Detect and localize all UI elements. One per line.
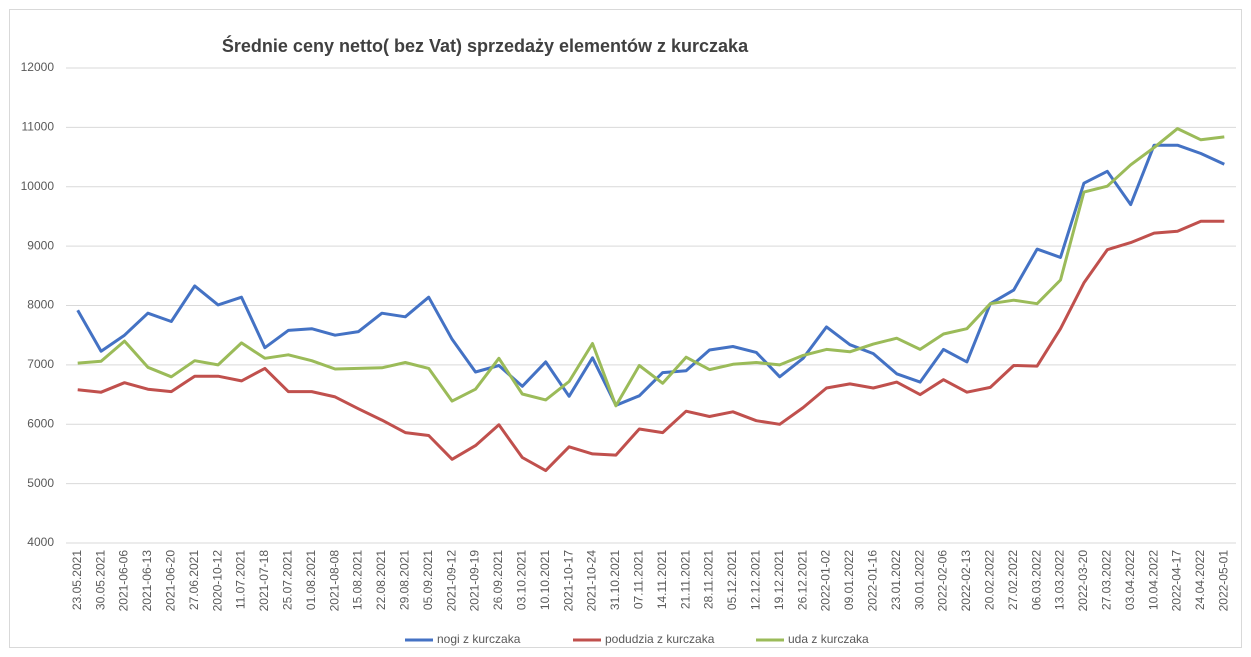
x-tick-label: 10.10.2021 xyxy=(538,550,552,610)
legend-label: uda z kurczaka xyxy=(788,632,869,646)
x-tick-label: 25.07.2021 xyxy=(280,550,294,610)
legend-label: nogi z kurczaka xyxy=(437,632,521,646)
x-tick-label: 05.12.2021 xyxy=(725,550,739,610)
chart-frame xyxy=(9,9,1242,648)
x-tick-label: 2021-10-17 xyxy=(561,550,575,612)
x-tick-label: 2021-07-18 xyxy=(257,550,271,612)
x-tick-label: 19.12.2021 xyxy=(772,550,786,610)
x-tick-label: 2022-01-02 xyxy=(819,550,833,612)
x-tick-label: 27.02.2022 xyxy=(1006,550,1020,610)
x-tick-label: 2022-02-13 xyxy=(959,550,973,612)
x-tick-label: 29.08.2021 xyxy=(397,550,411,610)
x-tick-label: 06.03.2022 xyxy=(1029,550,1043,610)
x-tick-label: 01.08.2021 xyxy=(304,550,318,610)
x-tick-label: 2022-04-17 xyxy=(1170,550,1184,612)
x-tick-label: 30.05.2021 xyxy=(93,550,107,610)
y-tick-label: 12000 xyxy=(21,60,55,74)
x-tick-label: 2021-06-06 xyxy=(117,550,131,612)
x-tick-label: 2022-02-06 xyxy=(936,550,950,612)
x-tick-label: 2022-01-16 xyxy=(865,550,879,612)
x-tick-label: 22.08.2021 xyxy=(374,550,388,610)
y-tick-label: 4000 xyxy=(27,535,54,549)
x-tick-label: 15.08.2021 xyxy=(351,550,365,610)
x-tick-label: 21.11.2021 xyxy=(678,550,692,609)
x-tick-label: 05.09.2021 xyxy=(421,550,435,610)
x-tick-label: 27.06.2021 xyxy=(187,550,201,610)
y-tick-label: 5000 xyxy=(27,476,54,490)
series-line xyxy=(77,219,1225,473)
x-tick-label: 2021-06-13 xyxy=(140,550,154,612)
x-tick-label: 2021-10-24 xyxy=(585,550,599,612)
x-tick-label: 28.11.2021 xyxy=(702,550,716,609)
y-tick-label: 6000 xyxy=(27,416,54,430)
x-tick-label: 24.04.2022 xyxy=(1193,550,1207,610)
x-tick-label: 03.04.2022 xyxy=(1123,550,1137,610)
y-tick-label: 11000 xyxy=(22,120,55,134)
x-tick-label: 23.01.2022 xyxy=(889,550,903,610)
chart-title: Średnie ceny netto( bez Vat) sprzedaży e… xyxy=(222,35,749,56)
legend-label: podudzia z kurczaka xyxy=(605,632,715,646)
x-tick-label: 31.10.2021 xyxy=(608,550,622,610)
x-tick-label: 2021-06-20 xyxy=(163,550,177,612)
x-tick-label: 14.11.2021 xyxy=(655,550,669,609)
x-tick-label: 2021-09-19 xyxy=(468,550,482,612)
x-tick-label: 2022-05-01 xyxy=(1216,550,1230,612)
x-tick-label: 10.04.2022 xyxy=(1146,550,1160,610)
x-tick-label: 30.01.2022 xyxy=(912,550,926,610)
x-tick-label: 2021-08-08 xyxy=(327,550,341,612)
series-line xyxy=(77,127,1225,408)
x-tick-label: 27.03.2022 xyxy=(1099,550,1113,610)
x-tick-label: 07.11.2021 xyxy=(631,550,645,609)
x-tick-label: 03.10.2021 xyxy=(514,550,528,610)
series-line xyxy=(76,143,1225,407)
x-tick-label: 2022-03-20 xyxy=(1076,550,1090,612)
x-tick-label: 09.01.2022 xyxy=(842,550,856,610)
x-tick-label: 23.05.2021 xyxy=(70,550,84,610)
y-tick-label: 10000 xyxy=(21,179,55,193)
x-tick-label: 12.12.2021 xyxy=(748,550,762,610)
y-tick-label: 7000 xyxy=(27,357,54,371)
x-tick-label: 26.12.2021 xyxy=(795,550,809,610)
y-tick-label: 8000 xyxy=(27,298,54,312)
x-tick-label: 26.09.2021 xyxy=(491,550,505,610)
x-tick-label: 2020-10-12 xyxy=(210,550,224,612)
x-tick-label: 13.03.2022 xyxy=(1053,550,1067,610)
y-tick-label: 9000 xyxy=(27,238,54,252)
x-tick-label: 2021-09-12 xyxy=(444,550,458,612)
x-tick-label: 20.02.2022 xyxy=(982,550,996,610)
x-tick-label: 11.07.2021 xyxy=(234,550,248,609)
